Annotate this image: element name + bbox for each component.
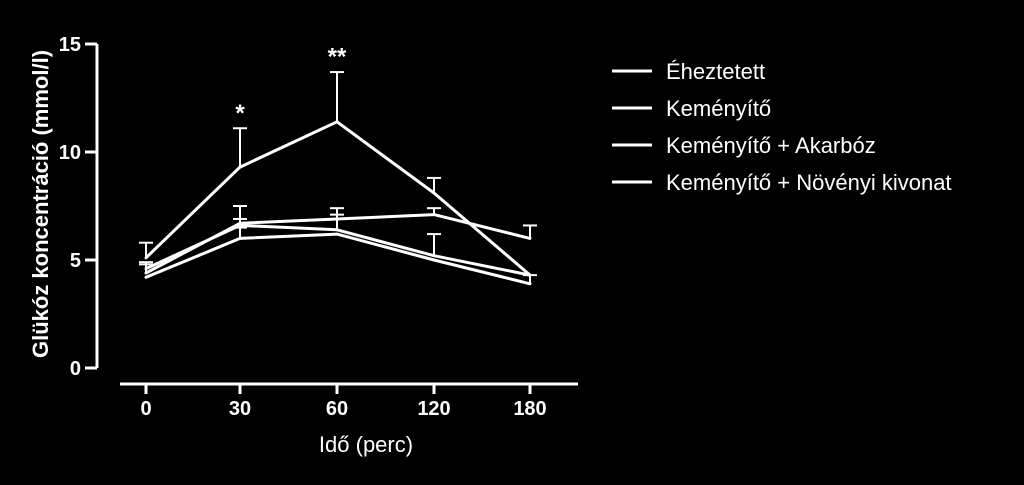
series-3 bbox=[139, 213, 532, 277]
legend-item: Keményítő bbox=[612, 96, 771, 121]
x-tick-label: 180 bbox=[513, 398, 546, 420]
data-point bbox=[144, 275, 148, 279]
y-tick-label: 10 bbox=[59, 142, 81, 164]
series-4 bbox=[144, 226, 537, 286]
y-tick-label: 5 bbox=[70, 250, 81, 272]
data-point bbox=[432, 191, 436, 195]
legend: Éheztetett Keményítő Keményítő + Akarbóz Ke… bbox=[612, 59, 952, 195]
x-tick-label: 30 bbox=[229, 398, 251, 420]
axes: 0 5 10 15 0 30 60 120 180 bbox=[59, 34, 578, 420]
data-point bbox=[432, 213, 436, 217]
data-point bbox=[238, 223, 242, 227]
y-tick-label: 15 bbox=[59, 34, 81, 56]
y-tick-label: 0 bbox=[70, 358, 81, 380]
x-axis-title: Idő (perc) bbox=[319, 432, 413, 457]
significance-marker: ** bbox=[328, 44, 347, 71]
series-layer: *** bbox=[139, 44, 537, 286]
data-point bbox=[528, 282, 532, 286]
data-point bbox=[432, 258, 436, 262]
significance-marker: * bbox=[235, 100, 245, 127]
legend-item: Éheztetett bbox=[612, 59, 765, 84]
data-point bbox=[335, 232, 339, 236]
data-point bbox=[238, 165, 242, 169]
data-point bbox=[528, 236, 532, 240]
legend-item: Keményítő + Növényi kivonat bbox=[612, 170, 952, 195]
data-point bbox=[335, 228, 339, 232]
legend-label: Keményítő + Akarbóz bbox=[666, 133, 876, 158]
data-point bbox=[238, 236, 242, 240]
data-point bbox=[335, 120, 339, 124]
legend-label: Éheztetett bbox=[666, 59, 765, 84]
data-point bbox=[432, 254, 436, 258]
data-point bbox=[144, 271, 148, 275]
series-1 bbox=[139, 71, 532, 277]
x-tick-label: 0 bbox=[140, 398, 151, 420]
legend-label: Keményítő + Növényi kivonat bbox=[666, 170, 952, 195]
legend-label: Keményítő bbox=[666, 96, 771, 121]
x-tick-label: 120 bbox=[417, 398, 450, 420]
data-point bbox=[144, 256, 148, 260]
y-axis-title: Glükóz koncentráció (mmol/l) bbox=[28, 50, 53, 358]
data-point bbox=[144, 267, 148, 271]
x-tick-label: 60 bbox=[326, 398, 348, 420]
legend-item: Keményítő + Akarbóz bbox=[612, 133, 876, 158]
